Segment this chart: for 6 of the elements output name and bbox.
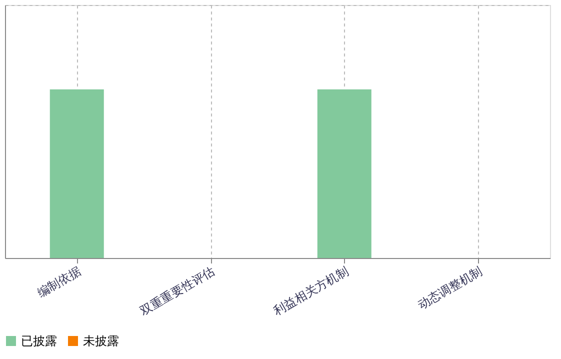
legend-label: 已披露 [21, 334, 57, 348]
legend-label: 未披露 [83, 334, 119, 348]
x-tick-label: 双重重要性评估 [137, 264, 218, 318]
x-tick-label: 编制依据 [34, 264, 84, 300]
x-tick-label: 利益相关方机制 [271, 264, 351, 318]
x-tick-label: 动态调整机制 [415, 264, 485, 312]
